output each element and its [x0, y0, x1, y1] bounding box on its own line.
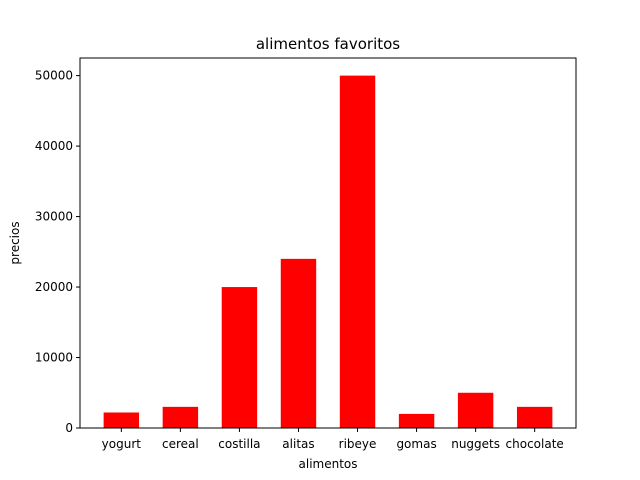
y-tick-label: 40000: [35, 139, 73, 153]
bars-group: [103, 75, 553, 428]
x-tick-label: chocolate: [506, 437, 564, 451]
x-tick-label: nuggets: [451, 437, 500, 451]
bar-ribeye: [339, 75, 376, 428]
y-tick-label: 20000: [35, 280, 73, 294]
x-axis-ticks: yogurt cereal costilla alitas ribeye gomas nug…: [102, 428, 564, 451]
bar-costilla: [221, 287, 258, 428]
x-tick-label: alitas: [282, 437, 314, 451]
bar-gomas: [398, 413, 435, 428]
y-tick-label: 10000: [35, 351, 73, 365]
x-tick-label: yogurt: [102, 437, 142, 451]
y-axis-ticks: 0 10000 20000 30000 40000 50000: [35, 69, 80, 435]
x-tick-label: gomas: [396, 437, 436, 451]
x-tick-label: costilla: [218, 437, 260, 451]
bar-alitas: [280, 258, 317, 428]
bar-chocolate: [516, 406, 553, 428]
bar-cereal: [162, 406, 199, 428]
y-tick-label: 0: [65, 421, 73, 435]
bar-yogurt: [103, 412, 140, 428]
plot-frame: [79, 57, 577, 429]
y-axis-label: precios: [8, 221, 22, 264]
x-tick-label: ribeye: [339, 437, 377, 451]
y-tick-label: 50000: [35, 69, 73, 83]
x-axis-label: alimentos: [299, 457, 358, 471]
chart-title: alimentos favoritos: [256, 35, 400, 53]
x-tick-label: cereal: [162, 437, 199, 451]
bar-nuggets: [457, 392, 494, 428]
y-tick-label: 30000: [35, 210, 73, 224]
